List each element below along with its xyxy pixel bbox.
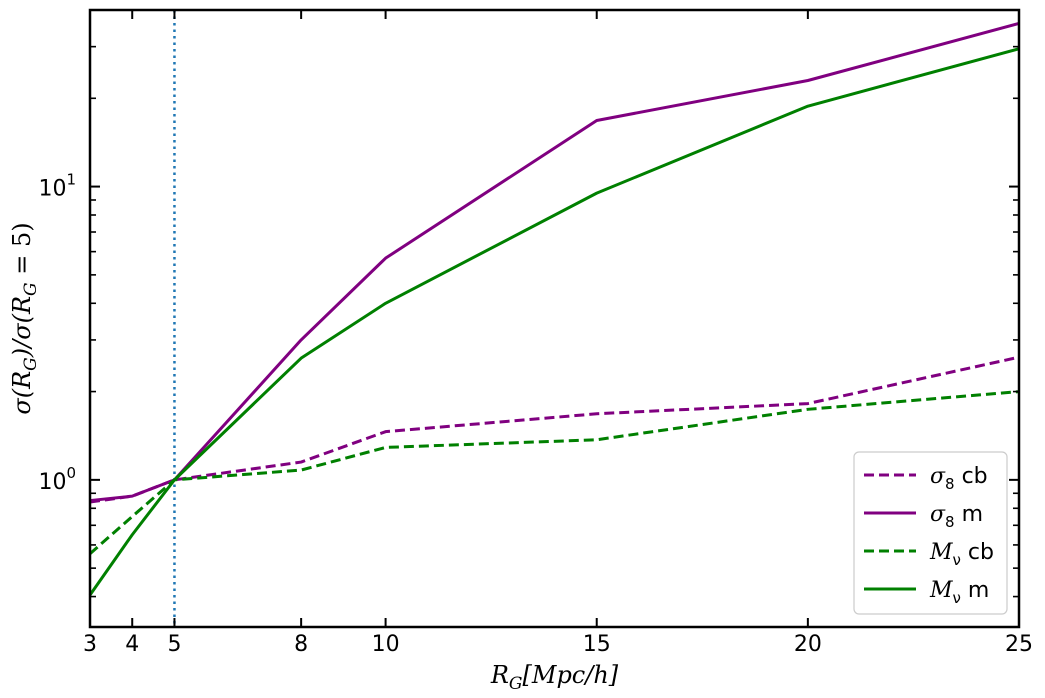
y-axis-label: σ(RG)/σ(RG = 5) <box>8 222 41 414</box>
y-tick-label-1: 101 <box>38 171 76 202</box>
legend-label-1: σ8 m <box>930 502 983 531</box>
series-line-2 <box>89 390 1020 555</box>
x-tick-label-2: 5 <box>167 632 181 657</box>
x-axis-label: RG[Mpc/h] <box>490 661 619 694</box>
x-tick-label-3: 8 <box>294 632 308 657</box>
plot-frame <box>88 8 1021 629</box>
legend: σ8 cb σ8 m Mν cb Mν m <box>853 451 1008 615</box>
axes: 3 4 5 8 10 15 20 25 100 101 RG[Mpc/h] σ(RG)/σ(RG = … <box>8 10 1033 694</box>
plot-area <box>88 10 1020 627</box>
legend-label-2: Mν cb <box>929 540 994 569</box>
x-tick-label-1: 4 <box>125 632 139 657</box>
series-line-3 <box>88 47 1020 596</box>
x-tick-label-0: 3 <box>83 632 97 657</box>
legend-label-3: Mν m <box>929 578 989 607</box>
x-tick-label-6: 20 <box>794 632 822 657</box>
legend-label-0: σ8 cb <box>930 464 988 493</box>
legend-box <box>853 451 1008 615</box>
x-tick-label-4: 10 <box>372 632 400 657</box>
series-line-1 <box>89 21 1020 503</box>
x-tick-label-5: 15 <box>583 632 611 657</box>
x-tick-label-7: 25 <box>1005 632 1033 657</box>
y-tick-label-0: 100 <box>38 464 76 495</box>
